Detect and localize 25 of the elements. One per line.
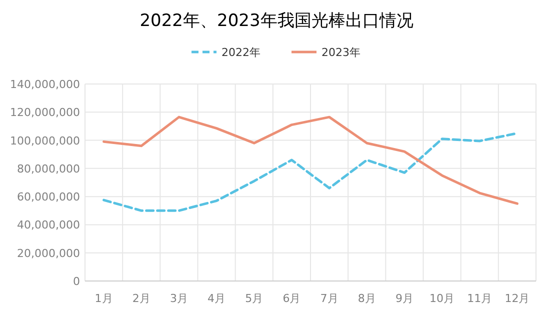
x-tick-label: 10月: [430, 292, 455, 305]
x-tick-label: 1月: [94, 292, 113, 305]
chart-title: 2022年、2023年我国光棒出口情况: [140, 11, 414, 31]
y-tick-label: 20,000,000: [17, 246, 80, 260]
y-tick-label: 80,000,000: [17, 162, 80, 176]
x-tick-label: 6月: [282, 292, 301, 305]
x-tick-label: 5月: [245, 292, 264, 305]
x-tick-label: 11月: [467, 292, 492, 305]
x-tick-label: 9月: [395, 292, 414, 305]
line-series: [102, 132, 518, 212]
x-tick-label: 4月: [208, 292, 226, 305]
y-tick-label: 40,000,000: [17, 218, 80, 232]
legend-label: 2023年: [322, 46, 360, 59]
x-tick-label: 12月: [504, 292, 530, 305]
y-tick-label: 0: [73, 275, 80, 288]
legend-label: 2022年: [222, 46, 260, 59]
y-tick-label: 60,000,000: [17, 190, 80, 204]
x-tick-label: 8月: [358, 292, 376, 305]
x-tick-label: 3月: [170, 292, 188, 305]
y-tick-label: 100,000,000: [10, 134, 80, 148]
x-tick-label: 7月: [320, 292, 338, 305]
x-tick-label: 2月: [132, 292, 150, 305]
line-series: [102, 116, 518, 205]
y-tick-label: 120,000,000: [10, 106, 80, 120]
y-tick-label: 140,000,000: [10, 78, 80, 91]
